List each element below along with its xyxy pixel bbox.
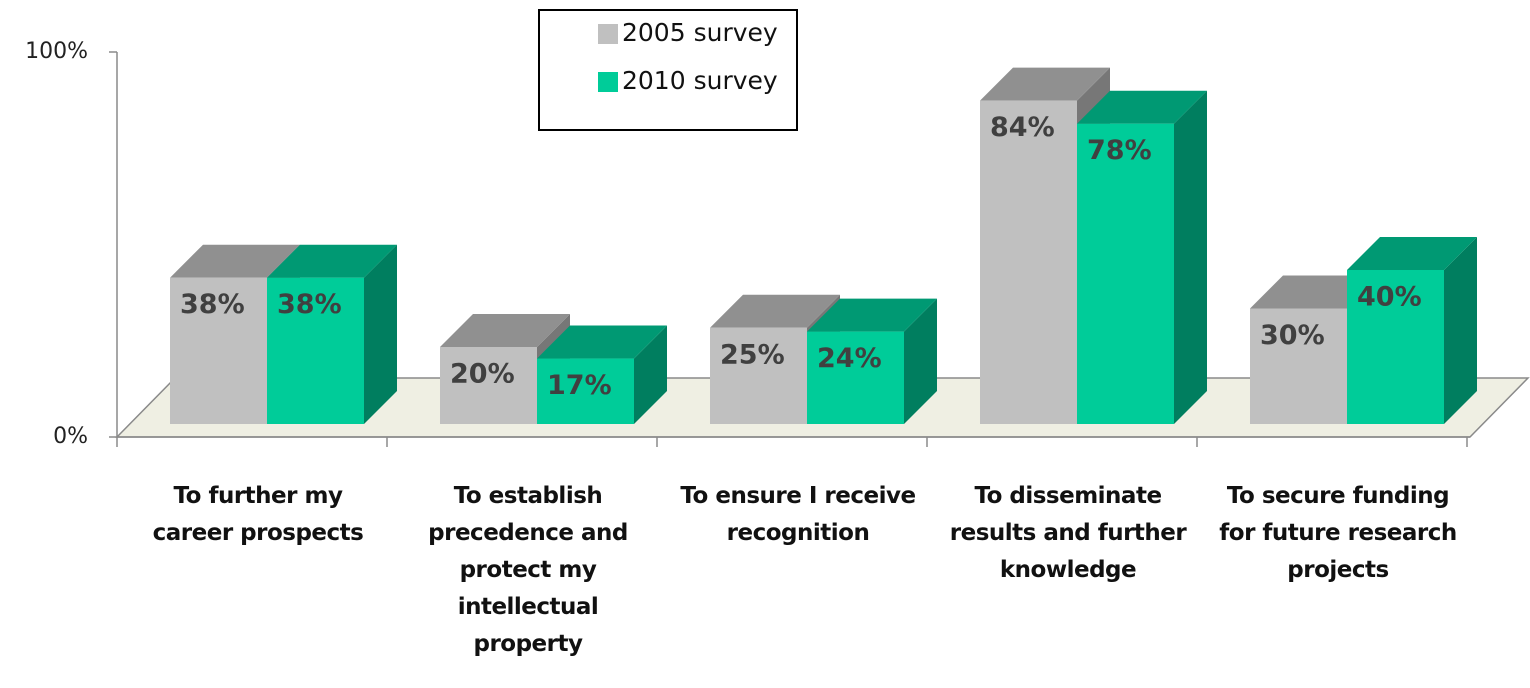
- bar: [1077, 123, 1174, 424]
- value-label: 40%: [1357, 282, 1422, 313]
- bar: [1250, 308, 1347, 424]
- x-tick-label: To ensure I receive recognition: [680, 483, 916, 546]
- value-label: 38%: [180, 289, 245, 320]
- bar-top: [710, 294, 840, 328]
- legend-swatch: [598, 72, 618, 92]
- bar-side: [634, 325, 667, 424]
- value-label: 17%: [547, 370, 612, 401]
- legend-box: [538, 9, 798, 131]
- bar-side: [364, 244, 397, 424]
- bar: [710, 327, 807, 424]
- bar: [170, 277, 267, 424]
- bar-top: [1347, 237, 1477, 270]
- value-label: 78%: [1087, 135, 1152, 166]
- value-label: 25%: [720, 339, 785, 370]
- bar: [807, 331, 904, 424]
- bar-side: [904, 298, 937, 424]
- legend-label: 2010 survey: [622, 66, 778, 95]
- bar-top: [1077, 90, 1207, 124]
- x-tick-label: To establish precedence and protect my i…: [428, 483, 628, 657]
- bar-top: [440, 314, 570, 347]
- x-tick-label: To disseminate results and further knowl…: [949, 483, 1187, 583]
- y-tick-label: 100%: [25, 39, 88, 64]
- bar-top: [170, 244, 300, 278]
- legend-label: 2005 survey: [622, 18, 778, 47]
- bar-top: [537, 325, 667, 359]
- x-tick-label: To further my career prospects: [152, 483, 364, 546]
- value-label: 24%: [817, 343, 882, 374]
- bar: [980, 100, 1077, 424]
- bar: [440, 347, 537, 424]
- legend-swatch: [598, 24, 618, 44]
- value-label: 84%: [990, 112, 1055, 143]
- bar: [537, 358, 634, 424]
- bar-top: [267, 244, 397, 278]
- value-label: 30%: [1260, 320, 1325, 351]
- y-tick-label: 0%: [53, 424, 88, 449]
- category-separators: [116, 437, 1468, 447]
- bar-side: [1174, 90, 1207, 424]
- x-tick-label: To secure funding for future research pr…: [1219, 483, 1457, 583]
- value-label: 38%: [277, 289, 342, 320]
- bar-top: [980, 67, 1110, 101]
- bar: [1347, 270, 1444, 424]
- bar-side: [1444, 237, 1477, 424]
- value-label: 20%: [450, 359, 515, 390]
- bar: [267, 277, 364, 424]
- bar-top: [807, 298, 937, 332]
